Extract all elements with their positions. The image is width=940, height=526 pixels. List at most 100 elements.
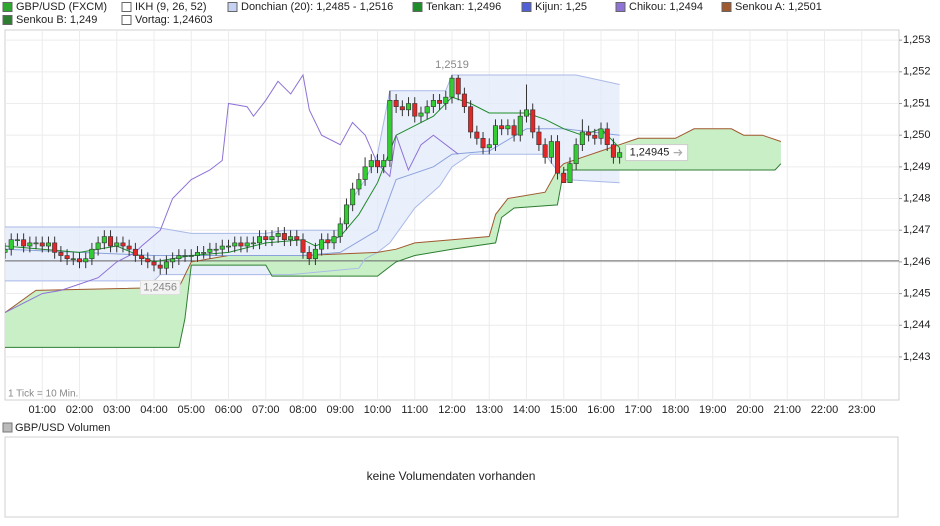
- x-tick-label: 18:00: [662, 404, 690, 416]
- candle-body: [114, 242, 120, 247]
- candle-body: [207, 248, 213, 253]
- y-tick-label: 1,250: [903, 129, 931, 141]
- candle-body: [542, 144, 548, 158]
- tick-note: 1 Tick = 10 Min.: [8, 389, 78, 400]
- annotation-box: [139, 279, 181, 295]
- donchian-lower: [5, 153, 620, 282]
- candle-body: [238, 242, 244, 247]
- candle-body: [412, 103, 418, 117]
- annotation: 1,2519: [435, 59, 469, 71]
- legend-label: Senkou B: 1,249: [16, 14, 97, 26]
- candle-body: [381, 160, 387, 168]
- candle-body: [368, 160, 374, 168]
- candle-body: [455, 77, 461, 95]
- candle-body: [269, 236, 275, 241]
- candle-body: [362, 166, 368, 180]
- candle-body: [201, 252, 207, 254]
- candle-body: [480, 138, 486, 149]
- candle-body: [511, 125, 517, 136]
- candle-body: [257, 236, 263, 244]
- candle-body: [139, 255, 145, 260]
- candle-body: [14, 239, 20, 242]
- candle-body: [350, 188, 356, 206]
- x-tick-label: 12:00: [438, 404, 466, 416]
- candle-body: [387, 100, 393, 161]
- x-tick-label: 19:00: [699, 404, 727, 416]
- y-tick-label: 1,253: [903, 34, 931, 46]
- candle-body: [306, 252, 312, 260]
- legend-swatch: [121, 15, 132, 25]
- plot: 1,2519 1,2456: [5, 59, 899, 348]
- x-tick-label: 13:00: [475, 404, 503, 416]
- y-tick-label: 1,252: [903, 66, 931, 78]
- candle-body: [523, 109, 529, 117]
- candle-body: [8, 239, 14, 250]
- legend-label: Tenkan: 1,2496: [426, 1, 501, 13]
- candle-body: [312, 248, 318, 260]
- candle-body: [263, 236, 269, 241]
- candle-body: [461, 93, 467, 107]
- candle-body: [517, 115, 523, 136]
- volume-legend-swatch: [2, 422, 13, 433]
- x-tick-label: 10:00: [364, 404, 392, 416]
- candle-body: [474, 131, 480, 139]
- legend-swatch: [721, 2, 732, 12]
- legend-swatch: [2, 15, 13, 25]
- y-tick-label: 1,251: [903, 97, 931, 109]
- x-tick-label: 15:00: [550, 404, 578, 416]
- candle-body: [151, 261, 157, 266]
- candle-body: [393, 100, 399, 107]
- candle-body: [163, 261, 169, 269]
- candle-body: [21, 239, 27, 247]
- candle-body: [331, 236, 337, 244]
- candle-body: [45, 242, 51, 247]
- candle-body: [132, 248, 138, 256]
- candle-body: [492, 125, 498, 145]
- legend-label: IKH (9, 26, 52): [135, 1, 207, 13]
- candle-body: [70, 258, 76, 261]
- candle-body: [244, 242, 250, 247]
- candle-body: [555, 141, 561, 174]
- candle-body: [64, 255, 70, 260]
- candle-body: [604, 128, 610, 145]
- candle-body: [281, 233, 287, 241]
- candle-body: [573, 144, 579, 164]
- x-tick-label: 04:00: [140, 404, 168, 416]
- candle-body: [418, 112, 424, 117]
- candle-body: [499, 125, 505, 130]
- volume-panel: [4, 436, 899, 518]
- last-price-label: 1,24945: [630, 147, 670, 159]
- legend-label: GBP/USD (FXCM): [16, 1, 107, 13]
- x-tick-label: 07:00: [252, 404, 280, 416]
- x-tick-label: 17:00: [624, 404, 652, 416]
- donchian-band: [5, 75, 620, 281]
- candle-body: [598, 128, 604, 139]
- candle-body: [561, 172, 567, 183]
- candle-body: [5, 248, 8, 253]
- candle-body: [145, 258, 151, 263]
- candle-body: [170, 258, 176, 263]
- candle-body: [449, 77, 455, 98]
- candle-body: [579, 131, 585, 145]
- x-tick-label: 20:00: [736, 404, 764, 416]
- x-tick-label: 22:00: [811, 404, 839, 416]
- candle-body: [194, 252, 200, 256]
- candle-body: [437, 100, 443, 104]
- candle-body: [108, 236, 114, 247]
- candle-body: [374, 160, 380, 168]
- legend-swatch: [2, 2, 13, 12]
- candle-body: [226, 245, 232, 248]
- last-price-arrow: [673, 149, 683, 157]
- candle-body: [182, 255, 188, 257]
- candle-body: [33, 242, 39, 245]
- candle-body: [530, 109, 536, 133]
- chikou-line: [5, 73, 459, 314]
- candle-body: [356, 179, 362, 190]
- x-tick-label: 21:00: [773, 404, 801, 416]
- candle-body: [27, 242, 33, 247]
- candle-body: [586, 131, 592, 136]
- legend-label: Vortag: 1,24603: [135, 14, 213, 26]
- candle-body: [176, 255, 182, 260]
